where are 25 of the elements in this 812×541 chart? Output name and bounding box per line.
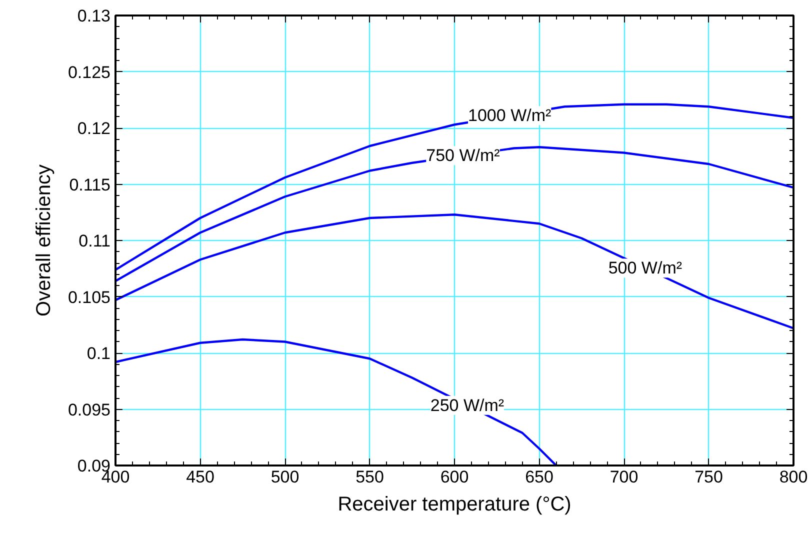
x-tick-label: 800 — [779, 468, 808, 486]
x-tick-label: 750 — [694, 468, 723, 486]
y-tick-label: 0.13 — [77, 6, 111, 26]
y-tick-label: 0.1 — [86, 344, 111, 363]
x-tick-label: 550 — [356, 468, 384, 486]
y-tick-label: 0.12 — [77, 119, 111, 138]
line-series — [116, 146, 794, 282]
annotation: 750 W/m² — [426, 146, 500, 166]
line-series — [116, 214, 794, 330]
x-tick-label: 600 — [440, 468, 469, 486]
x-tick-label: 700 — [610, 468, 638, 486]
y-tick-label: 0.115 — [69, 175, 110, 194]
y-tick-label: 0.125 — [68, 62, 111, 82]
x-tick-label: 500 — [270, 468, 300, 486]
annotation: 500 W/m² — [608, 258, 682, 278]
annotation: 1000 W/m² — [468, 106, 552, 126]
annotation: 250 W/m² — [430, 396, 504, 415]
x-axis-title: Receiver temperature (°C) — [338, 494, 572, 516]
line-series — [116, 338, 558, 466]
y-tick-label: 0.11 — [78, 232, 111, 250]
y-axis-title: Overall efficiency — [32, 164, 55, 316]
y-tick-label: 0.105 — [68, 288, 111, 307]
x-tick-label: 650 — [525, 468, 554, 486]
y-tick-label: 0.095 — [68, 400, 111, 420]
x-tick-label: 450 — [186, 468, 214, 486]
